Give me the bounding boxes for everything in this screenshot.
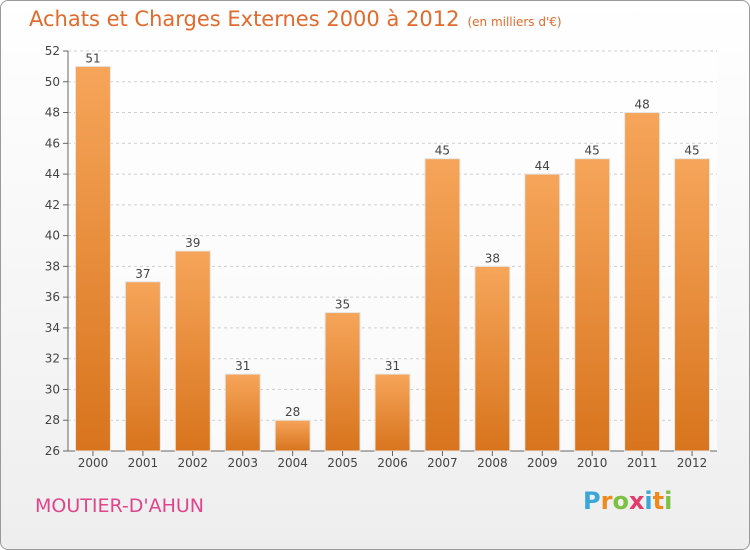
y-tick-label: 36 <box>45 290 60 304</box>
y-tick-label: 34 <box>45 321 60 335</box>
x-tick-label: 2008 <box>477 456 508 470</box>
y-tick-label: 40 <box>45 229 60 243</box>
bar <box>474 265 511 452</box>
chart-title: Achats et Charges Externes 2000 à 2012 (e… <box>29 7 562 31</box>
x-tick-label: 2011 <box>627 456 658 470</box>
bar <box>374 373 411 452</box>
y-tick-label: 28 <box>45 413 60 427</box>
data-label: 39 <box>185 236 200 250</box>
x-tick-label: 2002 <box>178 456 209 470</box>
bar <box>274 419 311 452</box>
y-tick-label: 26 <box>45 444 60 458</box>
y-tick-label: 30 <box>45 382 60 396</box>
data-label: 44 <box>535 159 550 173</box>
bar <box>124 281 161 452</box>
x-tick-label: 2010 <box>577 456 608 470</box>
data-label: 51 <box>85 51 100 65</box>
logo-letter: t <box>652 487 665 515</box>
y-tick-label: 50 <box>45 75 60 89</box>
x-tick-label: 2005 <box>327 456 358 470</box>
logo-letter: i <box>644 487 653 515</box>
proxiti-logo: Proxiti <box>583 487 672 515</box>
y-tick-label: 48 <box>45 106 60 120</box>
data-label: 37 <box>135 267 150 281</box>
data-label: 45 <box>585 144 600 158</box>
logo-letter: i <box>664 487 673 515</box>
x-tick-label: 2003 <box>227 456 258 470</box>
data-label: 48 <box>634 98 649 112</box>
y-tick-label: 46 <box>45 136 60 150</box>
data-label: 31 <box>385 359 400 373</box>
data-label: 45 <box>684 144 699 158</box>
y-tick-label: 42 <box>45 198 60 212</box>
bar <box>624 112 661 452</box>
data-label: 35 <box>335 298 350 312</box>
unit-label: (en milliers d'€) <box>467 15 562 29</box>
bar <box>174 250 211 452</box>
y-tick-label: 38 <box>45 259 60 273</box>
bar <box>324 312 361 452</box>
y-tick-label: 44 <box>45 167 60 181</box>
bar <box>674 158 711 452</box>
data-label: 28 <box>285 405 300 419</box>
y-tick-label: 32 <box>45 352 60 366</box>
data-label: 38 <box>485 251 500 265</box>
bar <box>574 158 611 452</box>
x-tick-label: 2009 <box>527 456 558 470</box>
logo-letter: x <box>628 487 645 515</box>
logo-letter: P <box>583 487 601 515</box>
commune-name: MOUTIER-D'AHUN <box>35 495 205 517</box>
chart-title-text: Achats et Charges Externes 2000 à 2012 <box>29 7 460 31</box>
data-label: 45 <box>435 144 450 158</box>
y-tick-label: 52 <box>45 44 60 58</box>
x-tick-label: 2004 <box>277 456 308 470</box>
x-tick-label: 2000 <box>78 456 109 470</box>
data-label: 31 <box>235 359 250 373</box>
x-tick-label: 2001 <box>128 456 159 470</box>
bar <box>74 65 111 452</box>
bar <box>224 373 261 452</box>
x-tick-label: 2012 <box>677 456 708 470</box>
x-tick-label: 2006 <box>377 456 408 470</box>
x-tick-label: 2007 <box>427 456 458 470</box>
logo-letter: o <box>612 487 629 515</box>
logo-letter: r <box>600 487 613 515</box>
bar <box>424 158 461 452</box>
bar <box>524 173 561 452</box>
